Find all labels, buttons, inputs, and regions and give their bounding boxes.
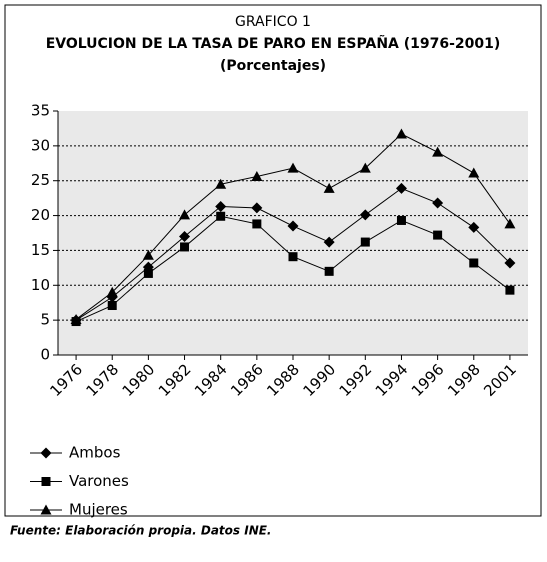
- point: [106, 286, 118, 297]
- legend-label: Ambos: [69, 444, 121, 462]
- point: [143, 268, 153, 278]
- point: [180, 242, 190, 252]
- point: [252, 219, 262, 229]
- y-tick-label: 5: [40, 311, 50, 329]
- point: [359, 162, 371, 173]
- point: [504, 257, 516, 269]
- point: [468, 167, 480, 178]
- point: [395, 182, 407, 194]
- y-tick-label: 0: [40, 346, 50, 364]
- legend-marker: [41, 477, 51, 486]
- legend-marker: [40, 447, 52, 459]
- chart-title: GRAFICO 1: [235, 14, 311, 30]
- point: [432, 146, 444, 157]
- point: [288, 252, 298, 262]
- point: [179, 209, 191, 220]
- point: [251, 202, 263, 214]
- point: [324, 266, 334, 276]
- y-tick-label: 15: [31, 241, 50, 259]
- y-tick-label: 25: [31, 171, 50, 189]
- point: [107, 301, 117, 311]
- point: [433, 230, 443, 240]
- point: [287, 220, 299, 232]
- point: [360, 237, 370, 247]
- legend-label: Varones: [69, 472, 129, 490]
- point: [251, 171, 263, 182]
- point: [396, 215, 406, 225]
- point: [215, 178, 227, 189]
- point: [142, 249, 154, 260]
- source-note: Fuente: Elaboración propia. Datos INE.: [10, 524, 272, 538]
- chart-subtitle: EVOLUCION DE LA TASA DE PARO EN ESPAÑA (…: [46, 35, 501, 52]
- point: [323, 236, 335, 248]
- point: [395, 128, 407, 139]
- y-tick-label: 35: [31, 102, 50, 120]
- y-tick-label: 20: [31, 206, 50, 224]
- point: [287, 162, 299, 173]
- point: [468, 221, 480, 233]
- legend-label: Mujeres: [69, 501, 128, 519]
- chart-units: (Porcentajes): [220, 58, 326, 74]
- plot-area: [58, 111, 528, 355]
- point: [504, 218, 516, 229]
- y-tick-label: 30: [31, 136, 50, 154]
- point: [323, 182, 335, 193]
- legend-marker: [40, 504, 52, 515]
- point: [469, 258, 479, 268]
- point: [70, 313, 82, 324]
- y-tick-label: 10: [31, 276, 50, 294]
- point: [359, 209, 371, 221]
- point: [215, 201, 227, 213]
- point: [505, 285, 515, 295]
- point: [432, 197, 444, 209]
- point: [179, 230, 191, 242]
- point: [216, 211, 226, 221]
